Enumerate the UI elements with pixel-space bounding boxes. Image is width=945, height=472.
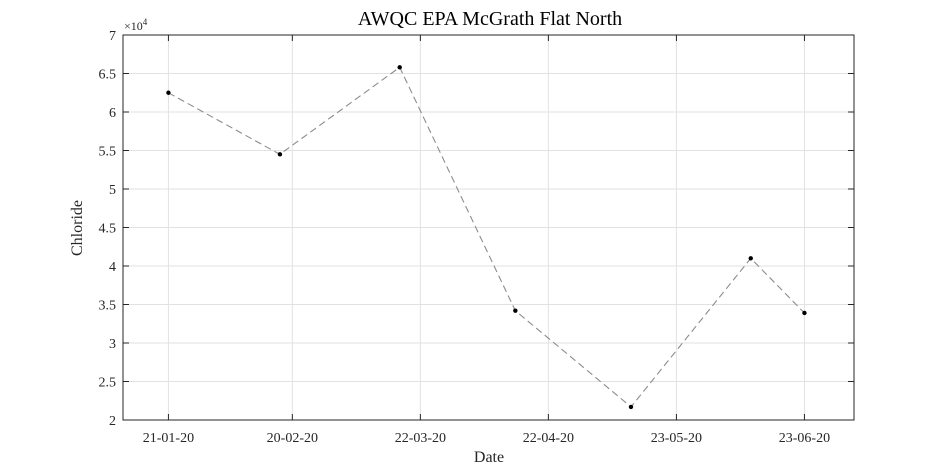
x-axis-title: Date [474,449,504,466]
data-point-marker [802,310,807,316]
y-tick-label: 4.5 [99,222,117,237]
chart-title: AWQC EPA McGrath Flat North [358,8,622,30]
data-point-marker [277,152,283,157]
x-tick-label: 23-05-20 [651,431,702,446]
y-exponent-multiplier: ×10 [124,19,143,33]
y-tick-label: 2.5 [99,376,117,391]
data-point-marker [748,256,753,261]
axis-ticks: 2 2.5 3 3.5 4 4.5 5 5.5 6 6.5 7 21-01-20 20-02-20 22-… [99,29,854,446]
y-tick-label: 2 [109,414,116,429]
x-tick-label: 22-04-20 [523,431,574,446]
y-tick-label: 5 [109,183,116,198]
x-tick-label: 20-02-20 [267,431,318,446]
y-exponent-power: 4 [143,17,148,27]
x-tick-label: 22-03-20 [395,431,446,446]
y-tick-label: 6.5 [99,68,117,83]
data-point-marker [513,308,518,313]
y-tick-label: 3 [109,337,116,352]
y-tick-label: 6 [109,106,116,121]
data-point-marker [166,90,171,95]
y-exponent-base: ×104 [124,17,148,33]
x-tick-label: 21-01-20 [143,431,194,446]
y-tick-label: 4 [109,260,116,275]
y-tick-label: 3.5 [99,299,117,314]
data-point-marker [628,404,634,410]
x-tick-label: 23-06-20 [779,431,830,446]
y-tick-label: 7 [109,29,116,44]
data-series [166,65,807,410]
y-axis-title: Chloride [69,200,86,256]
y-tick-label: 5.5 [99,145,117,160]
y-axis-exponent: ×104 [124,17,148,33]
data-point-marker [397,65,402,70]
